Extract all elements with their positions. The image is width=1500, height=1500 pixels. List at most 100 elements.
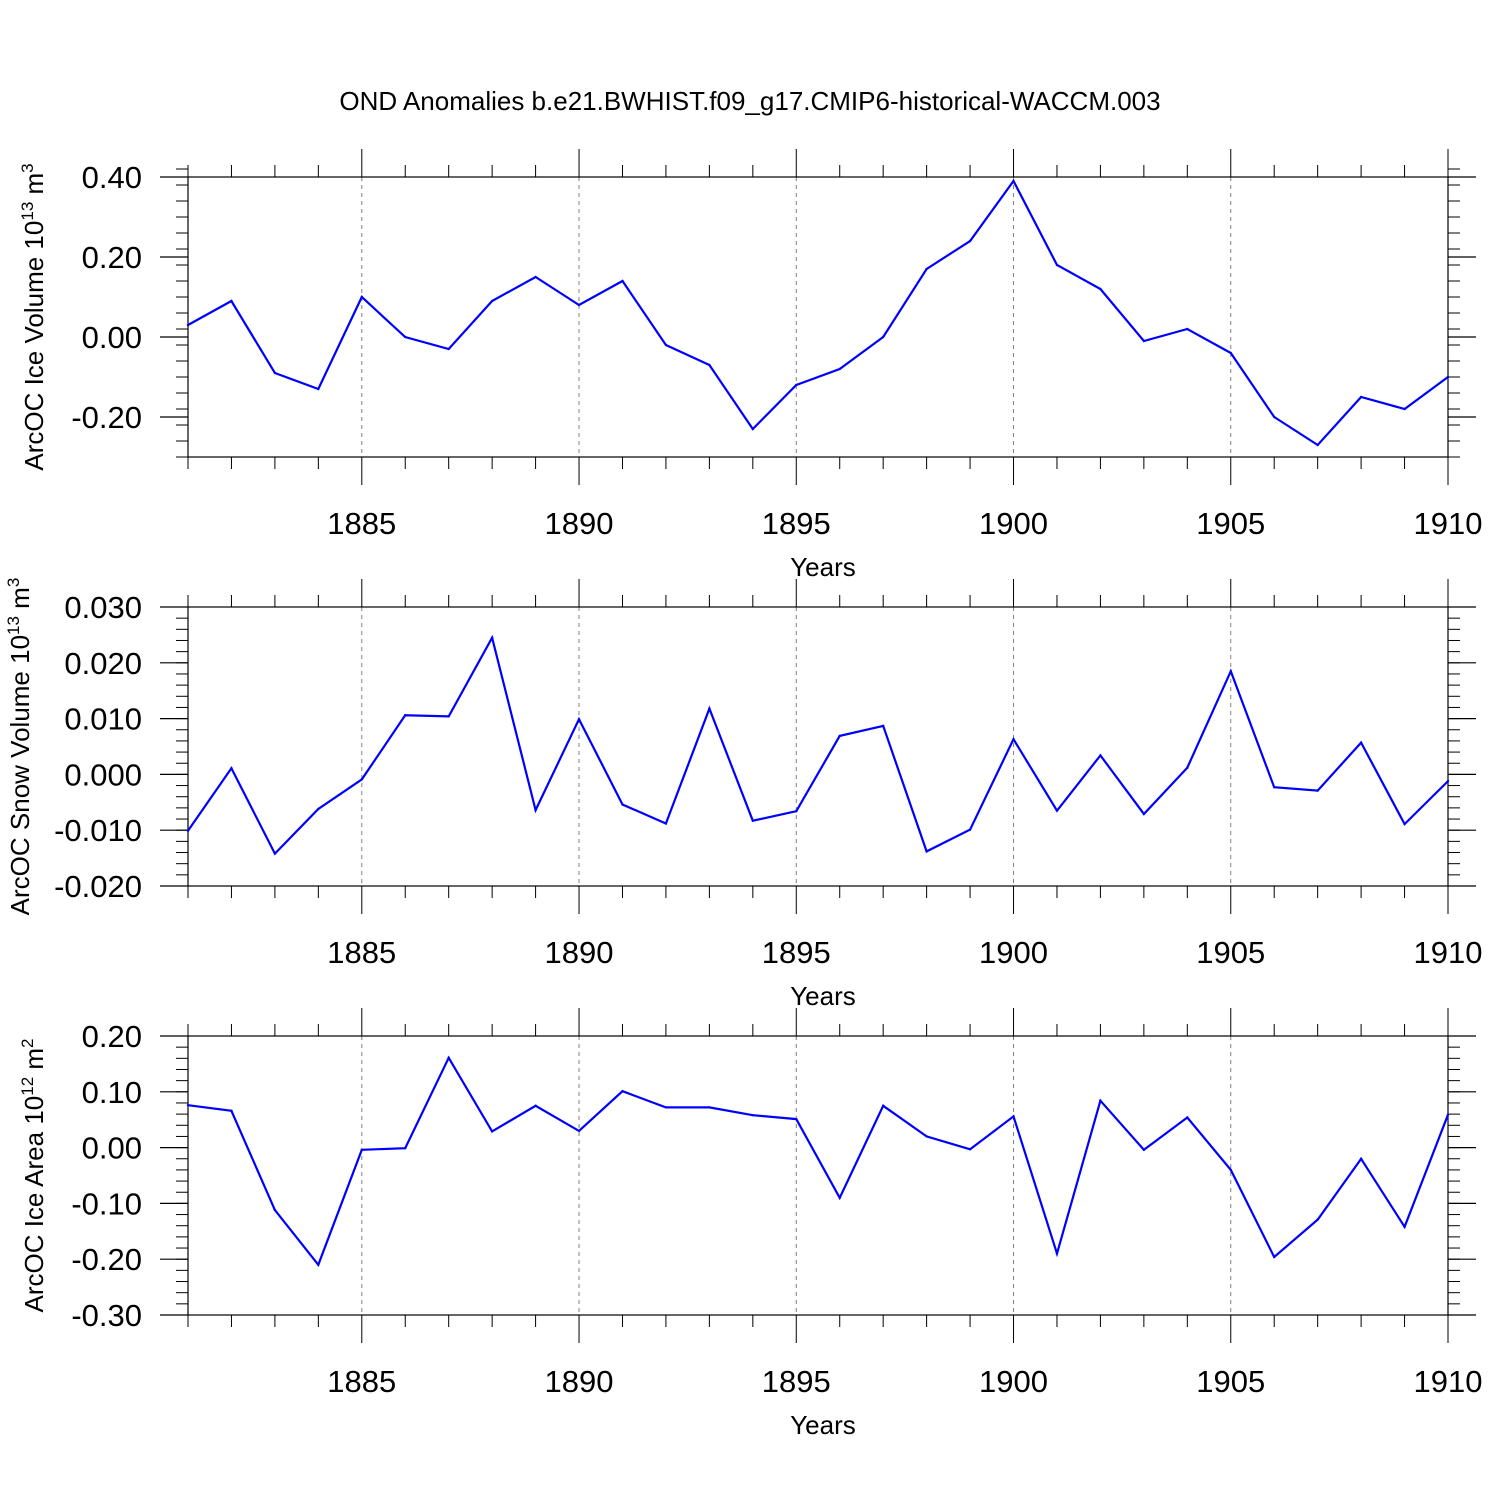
data-point bbox=[1273, 415, 1276, 419]
data-point bbox=[838, 1196, 841, 1200]
data-point bbox=[577, 1129, 581, 1133]
y-tick-label: 0.00 bbox=[82, 1131, 142, 1166]
data-point bbox=[968, 239, 972, 243]
x-tick-label: 1900 bbox=[979, 506, 1048, 541]
x-tick-label: 1910 bbox=[1414, 506, 1483, 541]
data-point bbox=[1273, 1255, 1276, 1259]
data-point bbox=[230, 767, 233, 770]
y-tick-label: -0.020 bbox=[54, 869, 142, 904]
data-point bbox=[447, 715, 450, 718]
data-point bbox=[577, 717, 581, 721]
data-point bbox=[1273, 786, 1276, 789]
data-point bbox=[273, 1208, 277, 1212]
x-axis-label: Years bbox=[790, 552, 856, 582]
data-point bbox=[534, 1104, 537, 1107]
x-tick-label: 1910 bbox=[1414, 935, 1483, 970]
data-point bbox=[925, 1135, 928, 1138]
data-point bbox=[881, 1104, 885, 1107]
data-point bbox=[490, 1130, 494, 1133]
data-point bbox=[1316, 1218, 1319, 1221]
data-point bbox=[621, 279, 624, 283]
data-point bbox=[1099, 287, 1102, 291]
y-tick-label: 0.010 bbox=[64, 702, 142, 737]
data-point bbox=[404, 714, 407, 717]
data-point bbox=[186, 323, 190, 327]
data-point bbox=[273, 852, 277, 855]
data-point bbox=[1229, 669, 1232, 673]
y-tick-label: -0.20 bbox=[71, 1242, 142, 1277]
x-tick-label: 1890 bbox=[545, 506, 614, 541]
x-tick-label: 1890 bbox=[545, 1364, 614, 1399]
y-tick-label: 0.20 bbox=[82, 1019, 142, 1054]
x-tick-label: 1895 bbox=[762, 1364, 831, 1399]
data-point bbox=[317, 1263, 320, 1266]
plot-frame bbox=[187, 606, 1449, 887]
data-point bbox=[1099, 754, 1102, 757]
x-tick-label: 1885 bbox=[327, 506, 396, 541]
data-point bbox=[925, 850, 928, 853]
x-tick-label: 1895 bbox=[762, 506, 831, 541]
panel-3: -0.30 -0.20 -0.10 0.00 0.10 0.20 1885 1890 1895 1… bbox=[18, 1008, 1482, 1440]
data-point bbox=[230, 299, 233, 303]
data-point bbox=[881, 335, 885, 339]
x-axis-label: Years bbox=[790, 981, 856, 1011]
data-point bbox=[1403, 822, 1406, 826]
data-point bbox=[925, 267, 928, 271]
data-point bbox=[838, 367, 841, 371]
data-point bbox=[577, 303, 581, 307]
data-point bbox=[751, 819, 755, 822]
data-point bbox=[534, 808, 537, 812]
y-tick-label: 0.020 bbox=[64, 646, 142, 681]
data-point bbox=[1012, 179, 1015, 183]
data-point bbox=[1359, 741, 1363, 744]
y-tick-label: 0.40 bbox=[82, 160, 142, 195]
x-tick-label: 1885 bbox=[327, 935, 396, 970]
data-point bbox=[1012, 1115, 1015, 1118]
series-line bbox=[187, 634, 1449, 856]
data-point bbox=[186, 829, 190, 832]
data-point bbox=[881, 724, 885, 728]
data-point bbox=[1316, 789, 1319, 792]
data-point bbox=[360, 778, 363, 781]
y-tick-label: -0.30 bbox=[71, 1298, 142, 1333]
data-point bbox=[968, 1148, 972, 1151]
x-axis-label: Years bbox=[790, 1410, 856, 1440]
data-point bbox=[447, 1056, 450, 1059]
data-point bbox=[751, 427, 755, 431]
data-point bbox=[1186, 327, 1189, 331]
plot-frame bbox=[187, 176, 1449, 458]
data-point bbox=[838, 734, 841, 738]
data-point bbox=[534, 275, 537, 279]
data-point bbox=[186, 1103, 190, 1107]
data-point bbox=[490, 299, 494, 303]
data-point bbox=[360, 295, 363, 299]
data-point bbox=[708, 1106, 711, 1109]
data-point bbox=[621, 1090, 624, 1093]
panel-1: -0.20 0.00 0.20 0.40 1885 1890 1895 1900 1905 191… bbox=[18, 149, 1482, 582]
y-tick-label: 0.00 bbox=[82, 320, 142, 355]
y-tick-label: 0.030 bbox=[64, 590, 142, 625]
y-axis-label: ArcOC Snow Volume 1013 m3 bbox=[4, 578, 35, 916]
y-tick-label: -0.20 bbox=[71, 400, 142, 435]
x-tick-label: 1900 bbox=[979, 1364, 1048, 1399]
series-line bbox=[187, 178, 1449, 447]
data-point bbox=[1446, 1113, 1450, 1116]
data-point bbox=[751, 1114, 755, 1117]
data-point bbox=[317, 387, 320, 391]
data-point bbox=[708, 363, 711, 367]
data-point bbox=[1012, 738, 1015, 741]
data-point bbox=[1316, 443, 1319, 447]
y-tick-label: -0.10 bbox=[71, 1186, 142, 1221]
data-point bbox=[317, 807, 320, 811]
data-point bbox=[1229, 351, 1232, 355]
data-point bbox=[708, 707, 711, 710]
y-tick-label: 0.000 bbox=[64, 757, 142, 792]
series-line bbox=[187, 1055, 1450, 1268]
data-point bbox=[968, 828, 972, 831]
data-point bbox=[1055, 809, 1059, 812]
data-point bbox=[795, 1117, 798, 1121]
x-tick-label: 1905 bbox=[1196, 506, 1265, 541]
data-point bbox=[1403, 1225, 1406, 1229]
data-point bbox=[795, 810, 798, 813]
